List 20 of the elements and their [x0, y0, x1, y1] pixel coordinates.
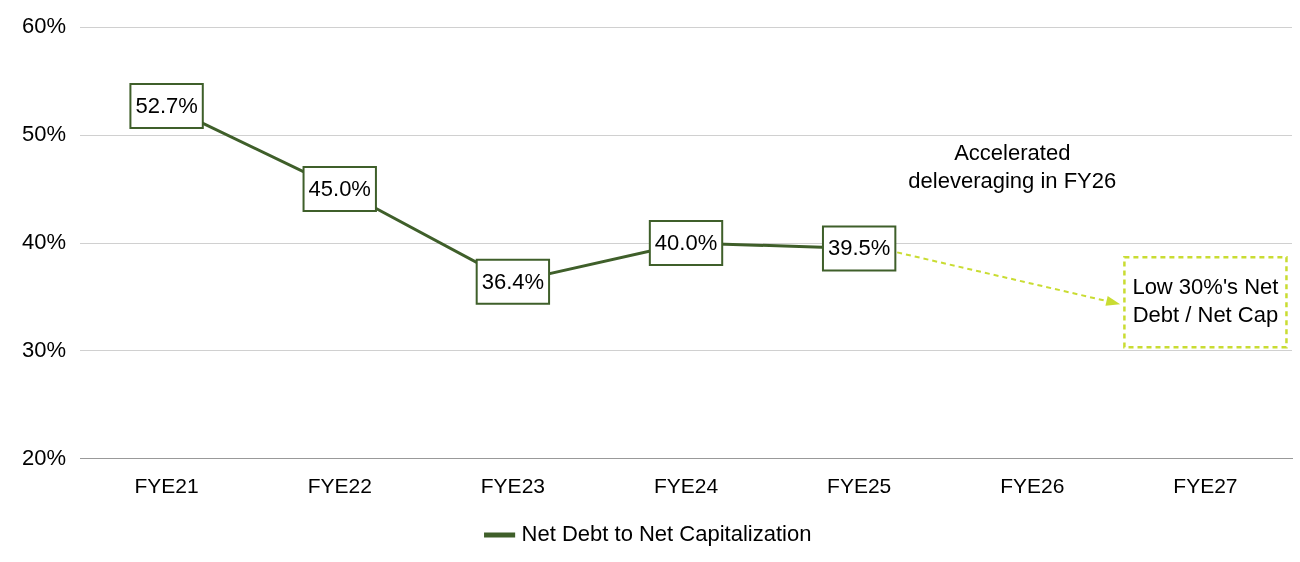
legend-label: Net Debt to Net Capitalization: [521, 521, 812, 547]
data-label: 39.5%: [827, 235, 891, 261]
x-tick-label: FYE26: [1000, 474, 1065, 498]
x-tick-label: FYE24: [653, 474, 719, 498]
y-tick-label: 60%: [21, 13, 67, 39]
x-tick-label: FYE25: [827, 474, 892, 498]
data-label: 36.4%: [481, 268, 545, 294]
y-tick-label: 30%: [21, 336, 67, 362]
y-tick-label: 50%: [21, 121, 67, 147]
x-tick-label: FYE22: [307, 474, 372, 498]
x-tick-label: FYE23: [480, 474, 545, 498]
y-tick-label: 20%: [21, 444, 67, 470]
data-label: 45.0%: [308, 176, 371, 202]
data-label: 52.7%: [135, 93, 198, 119]
y-tick-label: 40%: [21, 229, 67, 255]
data-label: 40.0%: [654, 230, 718, 256]
x-tick-label: FYE27: [1173, 474, 1238, 498]
annotation: Accelerated deleveraging in FY26: [908, 139, 1117, 193]
annotation: Low 30%'s Net Debt / Net Cap: [1132, 274, 1279, 328]
x-tick-label: FYE21: [134, 474, 199, 498]
